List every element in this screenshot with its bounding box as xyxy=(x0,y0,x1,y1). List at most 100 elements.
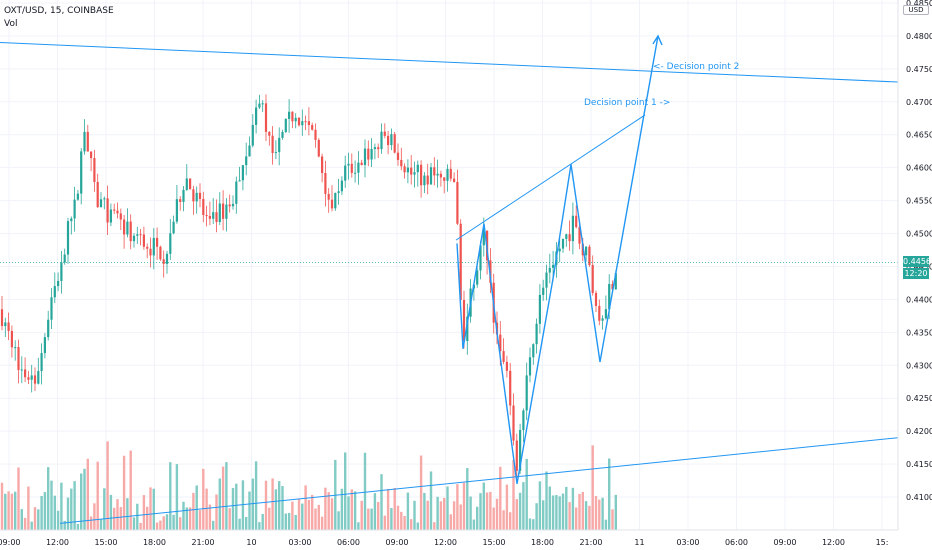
volume-bar xyxy=(419,455,423,530)
candle-body xyxy=(182,189,185,202)
candle-body xyxy=(152,237,155,256)
volume-bar xyxy=(113,507,116,530)
candle-body xyxy=(235,181,238,204)
volume-bar xyxy=(281,486,284,530)
time-tick-label: 15: xyxy=(876,538,889,547)
volume-bar xyxy=(330,498,334,530)
volume-bar xyxy=(363,452,367,530)
volume-bar xyxy=(317,504,320,530)
candle-body xyxy=(538,294,541,324)
volume-bar xyxy=(353,491,357,530)
candle-body xyxy=(561,238,565,249)
candle-body xyxy=(60,262,63,281)
volume-bar xyxy=(221,466,225,530)
volume-bar xyxy=(215,494,218,530)
candle-body xyxy=(390,134,393,146)
candle-body xyxy=(189,178,192,190)
candle-body xyxy=(129,221,132,242)
volume-bar xyxy=(185,507,188,530)
volume-bar xyxy=(571,487,575,530)
candle-body xyxy=(281,131,284,138)
currency-label[interactable]: USD xyxy=(903,5,929,15)
volume-bar xyxy=(390,508,393,530)
candle-body xyxy=(535,323,538,345)
volume-bar xyxy=(0,482,4,530)
volume-bar xyxy=(172,514,175,530)
candle-body xyxy=(525,375,528,411)
volume-bar xyxy=(175,464,179,530)
time-axis[interactable]: 09:00 12:00 15:00 18:00 21:00 10 03:00 06:00 09:… xyxy=(0,529,898,547)
price-tick-label: 0.4700 xyxy=(906,98,932,107)
candle-body xyxy=(512,405,515,441)
time-tick-label: 06:00 xyxy=(337,538,360,547)
candle-body xyxy=(40,353,43,372)
volume-bar xyxy=(33,507,37,530)
candle-body xyxy=(558,248,561,252)
candle-body xyxy=(294,117,297,122)
time-tick-label: 21:00 xyxy=(191,538,214,547)
volume-bar xyxy=(228,508,231,530)
candle-body xyxy=(519,430,522,471)
price-tick-label: 0.4400 xyxy=(906,295,932,304)
volume-bar xyxy=(30,521,33,530)
candle-body xyxy=(522,410,525,431)
volume-bar xyxy=(271,478,274,530)
volume-bar xyxy=(350,489,353,530)
candle-body xyxy=(449,168,452,179)
volume-bar xyxy=(485,492,489,530)
candle-body xyxy=(446,168,449,181)
time-tick-label: 11 xyxy=(634,538,644,547)
volume-bar xyxy=(169,462,172,530)
candle-body xyxy=(588,246,591,266)
candle-body xyxy=(354,172,357,174)
volume-bar xyxy=(344,452,347,530)
volume-bar xyxy=(254,461,258,530)
candle-body xyxy=(410,167,413,175)
candle-body xyxy=(80,151,83,194)
candle-body xyxy=(27,377,30,380)
volume-bar xyxy=(558,496,561,530)
candle-body xyxy=(251,124,254,146)
candle-body xyxy=(403,166,406,173)
volume-bar xyxy=(268,507,271,530)
candle-body xyxy=(499,334,502,352)
volume-bar xyxy=(449,514,452,530)
current-price-tag: 0.4456 xyxy=(903,256,931,267)
candle-body xyxy=(443,177,446,181)
candle-body xyxy=(314,129,317,140)
volume-bar xyxy=(89,516,93,530)
candle-body xyxy=(387,135,390,146)
candle-body xyxy=(103,198,106,200)
volume-bar xyxy=(208,504,212,530)
volume-bar xyxy=(251,478,254,530)
candle-body xyxy=(146,246,149,249)
time-tick-label: 09:00 xyxy=(385,538,408,547)
price-tick-label: 0.4650 xyxy=(906,131,932,140)
volume-bar xyxy=(324,487,327,530)
volume-bar xyxy=(182,501,185,530)
volume-bar xyxy=(248,491,251,530)
price-tick-label: 0.4750 xyxy=(906,65,932,74)
candle-body xyxy=(373,147,376,150)
decision-point-2-label: <- Decision point 2 xyxy=(653,62,740,72)
candle-body xyxy=(123,219,126,235)
candle-body xyxy=(106,198,109,223)
candle-body xyxy=(396,152,400,160)
candle-body xyxy=(116,210,119,214)
volume-bar xyxy=(522,482,525,530)
candle-body xyxy=(175,199,178,222)
volume-bar xyxy=(429,471,433,530)
volume-bar xyxy=(337,511,340,530)
resistance-trendline xyxy=(0,42,899,83)
volume-bar xyxy=(482,482,485,530)
candlesticks xyxy=(0,94,617,479)
volume-bar xyxy=(146,506,149,530)
volume-bar xyxy=(489,491,492,530)
volume-bar xyxy=(129,450,132,530)
candle-body xyxy=(278,137,281,153)
price-tick-label: 0.4250 xyxy=(906,394,932,403)
volume-bar xyxy=(50,480,53,530)
candle-body xyxy=(169,233,172,254)
candle-body xyxy=(393,134,396,153)
